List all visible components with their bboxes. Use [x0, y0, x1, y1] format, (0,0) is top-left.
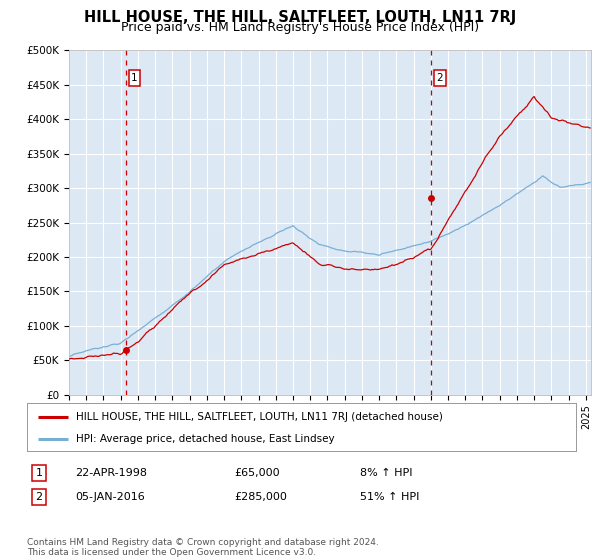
- Text: £285,000: £285,000: [234, 492, 287, 502]
- Text: Price paid vs. HM Land Registry's House Price Index (HPI): Price paid vs. HM Land Registry's House …: [121, 21, 479, 34]
- Text: HILL HOUSE, THE HILL, SALTFLEET, LOUTH, LN11 7RJ: HILL HOUSE, THE HILL, SALTFLEET, LOUTH, …: [84, 10, 516, 25]
- Text: Contains HM Land Registry data © Crown copyright and database right 2024.
This d: Contains HM Land Registry data © Crown c…: [27, 538, 379, 557]
- Text: 1: 1: [131, 73, 138, 83]
- Text: 8% ↑ HPI: 8% ↑ HPI: [360, 468, 413, 478]
- Text: £65,000: £65,000: [234, 468, 280, 478]
- Text: 51% ↑ HPI: 51% ↑ HPI: [360, 492, 419, 502]
- Text: 22-APR-1998: 22-APR-1998: [75, 468, 147, 478]
- Text: 2: 2: [35, 492, 43, 502]
- Text: HPI: Average price, detached house, East Lindsey: HPI: Average price, detached house, East…: [76, 434, 335, 444]
- Text: HILL HOUSE, THE HILL, SALTFLEET, LOUTH, LN11 7RJ (detached house): HILL HOUSE, THE HILL, SALTFLEET, LOUTH, …: [76, 413, 443, 422]
- Text: 2: 2: [436, 73, 443, 83]
- Text: 1: 1: [35, 468, 43, 478]
- Text: 05-JAN-2016: 05-JAN-2016: [75, 492, 145, 502]
